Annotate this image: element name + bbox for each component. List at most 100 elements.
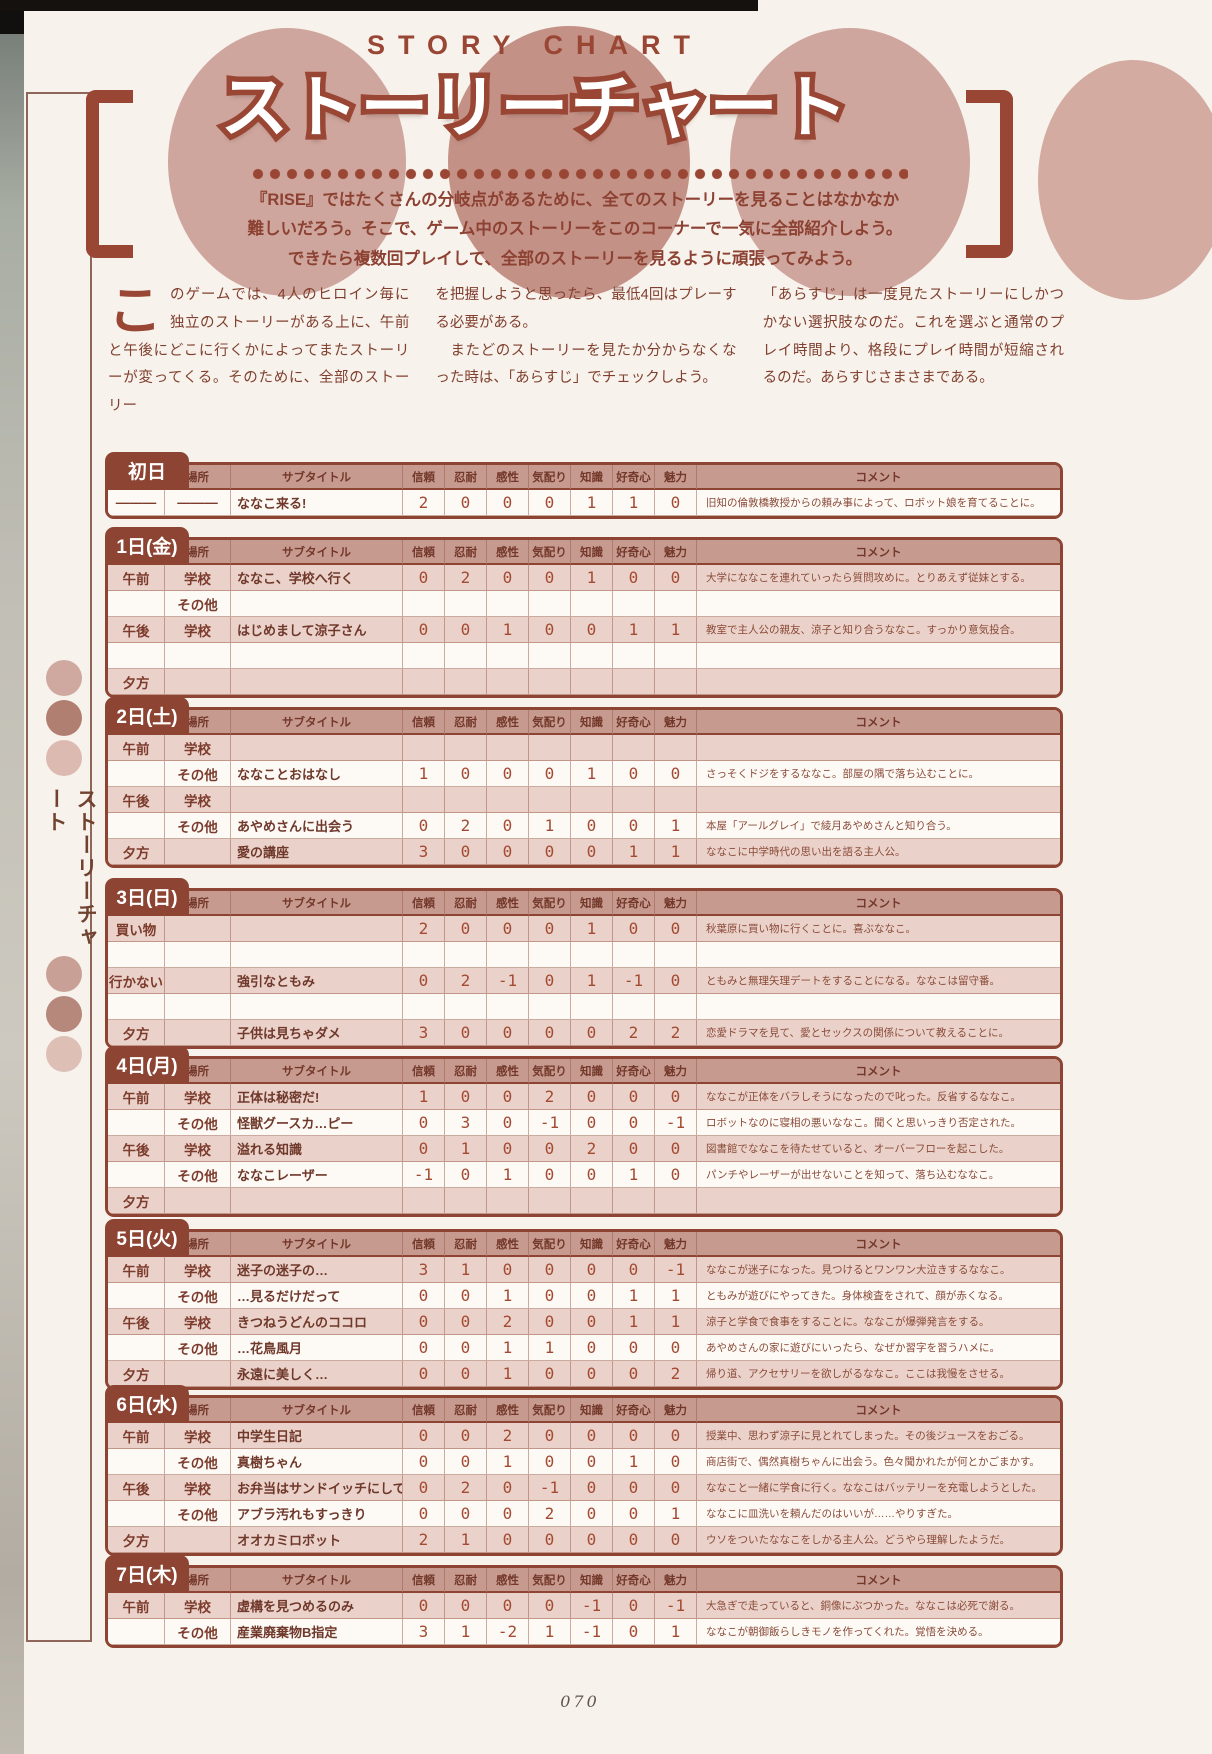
- cell-comment: さっそくドジをするななこ。部屋の隅で落ち込むことに。: [697, 761, 1060, 787]
- dots-divider: [252, 168, 908, 181]
- day-grid: 場所 サブタイトル 信頼 忍耐 感性 気配り 知識 好奇心 魅力 コメント ——— ——— ななこ来る!…: [105, 462, 1063, 519]
- table-row: その他 あやめさんに出会う 0 2 0 1 0 0 1 本屋「アールグレイ」で綾月あやめさんと知り…: [108, 813, 1060, 839]
- cell-stat: -1: [655, 1110, 697, 1136]
- cell-comment: ななこに皿洗いを頼んだのはいいが……やりすぎた。: [697, 1501, 1060, 1527]
- cell-subtitle: 愛の講座: [231, 839, 403, 865]
- cell-place: その他: [165, 1283, 231, 1309]
- cell-stat: 0: [445, 1593, 487, 1619]
- header-cell-col-curiosity: 好奇心: [613, 1059, 655, 1084]
- cell-stat: [403, 669, 445, 695]
- cell-subtitle: …花鳥風月: [231, 1335, 403, 1361]
- table-row: 午後 学校: [108, 787, 1060, 813]
- cell-stat: 0: [403, 1475, 445, 1501]
- sidebar-dot: [46, 996, 82, 1032]
- cell-place: 学校: [165, 1475, 231, 1501]
- cell-stat: [571, 787, 613, 813]
- cell-stat: 0: [529, 617, 571, 643]
- cell-time: [108, 1501, 165, 1527]
- cell-stat: 0: [529, 565, 571, 591]
- cell-stat: 0: [529, 1527, 571, 1553]
- cell-comment: [697, 591, 1060, 617]
- header-cell-col-curiosity: 好奇心: [613, 891, 655, 916]
- header-cell-col-charm: 魅力: [655, 891, 697, 916]
- cell-stat: [445, 787, 487, 813]
- cell-stat: 0: [655, 1162, 697, 1188]
- cell-place: その他: [165, 813, 231, 839]
- table-row: 夕方 愛の講座 3 0 0 0 0 1 1 ななこに中学時代の思い出を語る主人公。: [108, 839, 1060, 865]
- cell-stat: [445, 942, 487, 968]
- cell-stat: 1: [613, 839, 655, 865]
- cell-stat: 1: [445, 1257, 487, 1283]
- day-tab-label: 6日(水): [105, 1385, 189, 1422]
- header-cell-col-charm: 魅力: [655, 1232, 697, 1257]
- header-cell-col-attentiveness: 気配り: [529, 465, 571, 490]
- header-cell-col-trust: 信頼: [403, 1059, 445, 1084]
- cell-subtitle: [231, 994, 403, 1020]
- cell-stat: 0: [445, 1361, 487, 1387]
- cell-time: 夕方: [108, 1188, 165, 1214]
- cell-place: その他: [165, 1162, 231, 1188]
- table-row: 午後 学校 はじめまして涼子さん 0 0 1 0 0 1 1 教室で主人公の親友、涼子と知り合うなな…: [108, 617, 1060, 643]
- cell-stat: 1: [487, 1361, 529, 1387]
- cell-place: 学校: [165, 735, 231, 761]
- header-cell-col-patience: 忍耐: [445, 1568, 487, 1593]
- header-cell-col-curiosity: 好奇心: [613, 710, 655, 735]
- header-cell-col-subtitle: サブタイトル: [231, 1398, 403, 1423]
- cell-stat: 0: [487, 565, 529, 591]
- cell-stat: 0: [445, 916, 487, 942]
- cell-place: その他: [165, 761, 231, 787]
- cell-stat: 1: [403, 1084, 445, 1110]
- cell-stat: 0: [571, 1283, 613, 1309]
- page-number: 070: [560, 1692, 600, 1711]
- cell-stat: [613, 787, 655, 813]
- cell-stat: [655, 643, 697, 669]
- cell-stat: 0: [487, 490, 529, 516]
- cell-stat: 0: [613, 565, 655, 591]
- cell-comment: ロボットなのに寝相の悪いななこ。聞くと思いっきり否定された。: [697, 1110, 1060, 1136]
- cell-stat: 0: [529, 1449, 571, 1475]
- cell-stat: 0: [571, 1020, 613, 1046]
- scan-edge-strip: [0, 0, 24, 1754]
- cell-stat: 3: [445, 1110, 487, 1136]
- cell-place: [165, 669, 231, 695]
- cell-stat: [571, 994, 613, 1020]
- table-row: その他 …花鳥風月 0 0 1 1 0 0 0 あやめさんの家に遊びにいったら、なぜか習字を習うハ…: [108, 1335, 1060, 1361]
- sidebar-dot: [46, 660, 82, 696]
- cell-stat: -1: [529, 1110, 571, 1136]
- header-cell-col-sensitivity: 感性: [487, 1059, 529, 1084]
- page-title-text: ストーリーチャート: [220, 70, 850, 146]
- cell-stat: -1: [613, 968, 655, 994]
- header-cell-col-comment: コメント: [697, 1398, 1060, 1423]
- header-cell-col-comment: コメント: [697, 710, 1060, 735]
- cell-stat: 2: [445, 968, 487, 994]
- cell-stat: [445, 643, 487, 669]
- cell-comment: 涼子と学食で食事をすることに。ななこが爆弾発言をする。: [697, 1309, 1060, 1335]
- header-cell-col-sensitivity: 感性: [487, 1232, 529, 1257]
- table-row: その他 怪獣グースカ…ピー 0 3 0 -1 0 0 -1 ロボットなのに寝相の悪いななこ。聞くと…: [108, 1110, 1060, 1136]
- cell-stat: 3: [403, 1020, 445, 1046]
- cell-stat: 0: [571, 1449, 613, 1475]
- cell-time: 午前: [108, 1593, 165, 1619]
- day-tab-label: 5日(火): [105, 1219, 189, 1256]
- cell-comment: [697, 787, 1060, 813]
- header-cell-col-patience: 忍耐: [445, 465, 487, 490]
- cell-stat: 0: [445, 1084, 487, 1110]
- cell-stat: [487, 591, 529, 617]
- header-cell-col-charm: 魅力: [655, 710, 697, 735]
- header-cell-col-knowledge: 知識: [571, 1232, 613, 1257]
- cell-stat: 0: [655, 1423, 697, 1449]
- cell-place: [165, 968, 231, 994]
- cell-stat: 0: [613, 1084, 655, 1110]
- header-cell-col-trust: 信頼: [403, 465, 445, 490]
- cell-stat: [571, 1188, 613, 1214]
- header-cell-col-attentiveness: 気配り: [529, 540, 571, 565]
- cell-stat: 0: [571, 617, 613, 643]
- cell-stat: 2: [403, 916, 445, 942]
- day-tab-label: 3日(日): [105, 878, 189, 915]
- cell-time: 午後: [108, 1309, 165, 1335]
- cell-stat: 0: [403, 1283, 445, 1309]
- cell-stat: 0: [529, 490, 571, 516]
- cell-stat: 0: [403, 1361, 445, 1387]
- header-cell-col-curiosity: 好奇心: [613, 1398, 655, 1423]
- cell-stat: 0: [445, 1501, 487, 1527]
